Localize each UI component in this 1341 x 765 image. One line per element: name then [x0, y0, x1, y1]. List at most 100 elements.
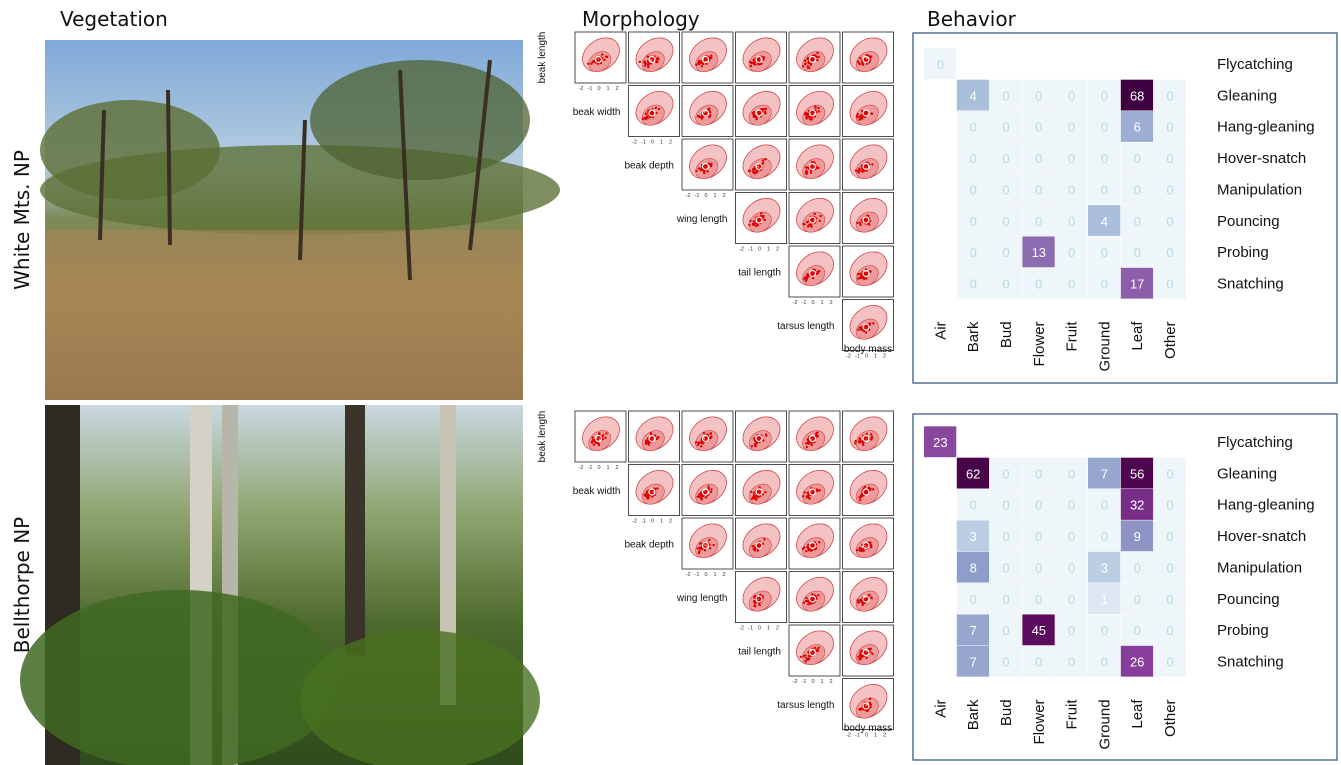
scatter-point: [858, 62, 861, 66]
scatter-point: [708, 56, 712, 59]
cell-value: 0: [1166, 529, 1173, 544]
scatter-point: [710, 488, 713, 491]
trait-label: tarsus length: [777, 700, 834, 711]
behavior-label: Hover-snatch: [1217, 528, 1306, 545]
heat-cell: [1022, 457, 1055, 489]
heat-cell: [956, 489, 990, 520]
centroid: [755, 541, 763, 550]
heat-cell: [1022, 205, 1055, 236]
scatter-point: [859, 707, 862, 711]
cell-value: 0: [1134, 214, 1141, 229]
scatter-point: [817, 110, 821, 113]
scatter-point: [750, 445, 754, 448]
scatter-point: [700, 114, 704, 118]
tick-label: -1: [802, 300, 807, 306]
trait-label: tail length: [738, 647, 781, 658]
cell-value: 0: [1166, 214, 1173, 229]
scatter-point: [695, 63, 698, 66]
scatter-point: [805, 596, 808, 600]
scatter-point: [759, 212, 763, 215]
scatter-point: [708, 538, 711, 542]
scatter-point: [861, 440, 864, 443]
scatter-point: [854, 439, 857, 443]
scatter-point: [868, 697, 872, 700]
cell-value: 0: [1068, 529, 1075, 544]
tick-label: 0: [704, 572, 707, 578]
scatter-point: [646, 55, 649, 58]
heat-cell: [1120, 457, 1154, 489]
scatter-point: [643, 64, 647, 67]
tick-label: -1: [695, 572, 700, 578]
scatter-point: [865, 432, 868, 436]
tick-label: -2: [579, 86, 584, 92]
heat-cell: [1088, 520, 1121, 552]
heat-cell: [1055, 551, 1088, 583]
scatter-point: [859, 651, 862, 654]
heat-cell: [1153, 173, 1186, 205]
behavior-label: Hover-snatch: [1217, 150, 1306, 167]
scatter-point: [761, 216, 765, 219]
heat-cell: [1120, 614, 1154, 646]
cell-value: 0: [1101, 120, 1108, 135]
scatter-point: [643, 60, 646, 63]
heat-cell: [1120, 520, 1154, 552]
heat-cell: [989, 520, 1022, 552]
cell-value: 0: [1068, 560, 1075, 575]
tick-label: 1: [820, 679, 823, 685]
photo-white-mts: [40, 40, 560, 400]
cell-value: 0: [1035, 466, 1042, 481]
heat-cell: [989, 142, 1022, 174]
behavior-label: Hang-gleaning: [1217, 497, 1315, 514]
tick-label: 1: [767, 626, 770, 632]
heat-cell: [989, 614, 1022, 646]
centroid: [808, 216, 817, 224]
scatter-point: [700, 117, 704, 120]
heat-cell: [1088, 111, 1121, 142]
cell-value: 0: [1134, 182, 1141, 197]
scatter-point: [709, 490, 713, 494]
heat-cell: [924, 48, 957, 80]
scatter-point: [595, 58, 599, 61]
centroid: [862, 323, 870, 331]
scatter-point: [807, 496, 811, 499]
cell-value: 0: [1134, 623, 1141, 638]
scatter-point: [857, 600, 861, 604]
heat-cell: [989, 111, 1022, 142]
cell-value: 0: [1166, 560, 1173, 575]
scatter-point: [758, 486, 761, 489]
scatter-point: [811, 160, 814, 164]
heat-cell: [956, 142, 990, 174]
heat-cell: [1120, 205, 1154, 236]
heat-cell: [1153, 111, 1186, 142]
centroid: [862, 162, 870, 171]
scatter-point: [650, 112, 654, 115]
scatter-point: [650, 489, 654, 492]
cell-value: 0: [1166, 120, 1173, 135]
scatter-point: [764, 110, 767, 114]
scatter-point: [598, 58, 602, 61]
scatter-point: [657, 107, 661, 111]
heat-cell: [1088, 614, 1121, 646]
scatter-point: [869, 545, 873, 549]
scatter-point: [757, 56, 761, 60]
centroid: [701, 162, 710, 171]
scatter-point: [752, 223, 755, 227]
substrate-label: Fruit: [1064, 699, 1081, 730]
scatter-point: [865, 111, 869, 115]
tick-label: -1: [641, 140, 646, 146]
tick-label: -1: [588, 465, 593, 471]
heat-cell: [1022, 79, 1055, 111]
scatter-point: [870, 596, 873, 599]
centroid: [808, 162, 817, 171]
cell-value: 4: [970, 88, 977, 103]
header-behavior: Behavior: [927, 7, 1017, 31]
heat-cell: [956, 205, 990, 236]
cell-value: 0: [970, 592, 977, 607]
scatter-point: [806, 438, 810, 442]
centroid: [648, 109, 656, 117]
heat-cell: [1022, 267, 1055, 299]
cell-value: 0: [1002, 560, 1009, 575]
cell-value: 0: [1101, 276, 1108, 291]
scatter-point: [804, 111, 808, 115]
cell-value: 0: [1134, 592, 1141, 607]
